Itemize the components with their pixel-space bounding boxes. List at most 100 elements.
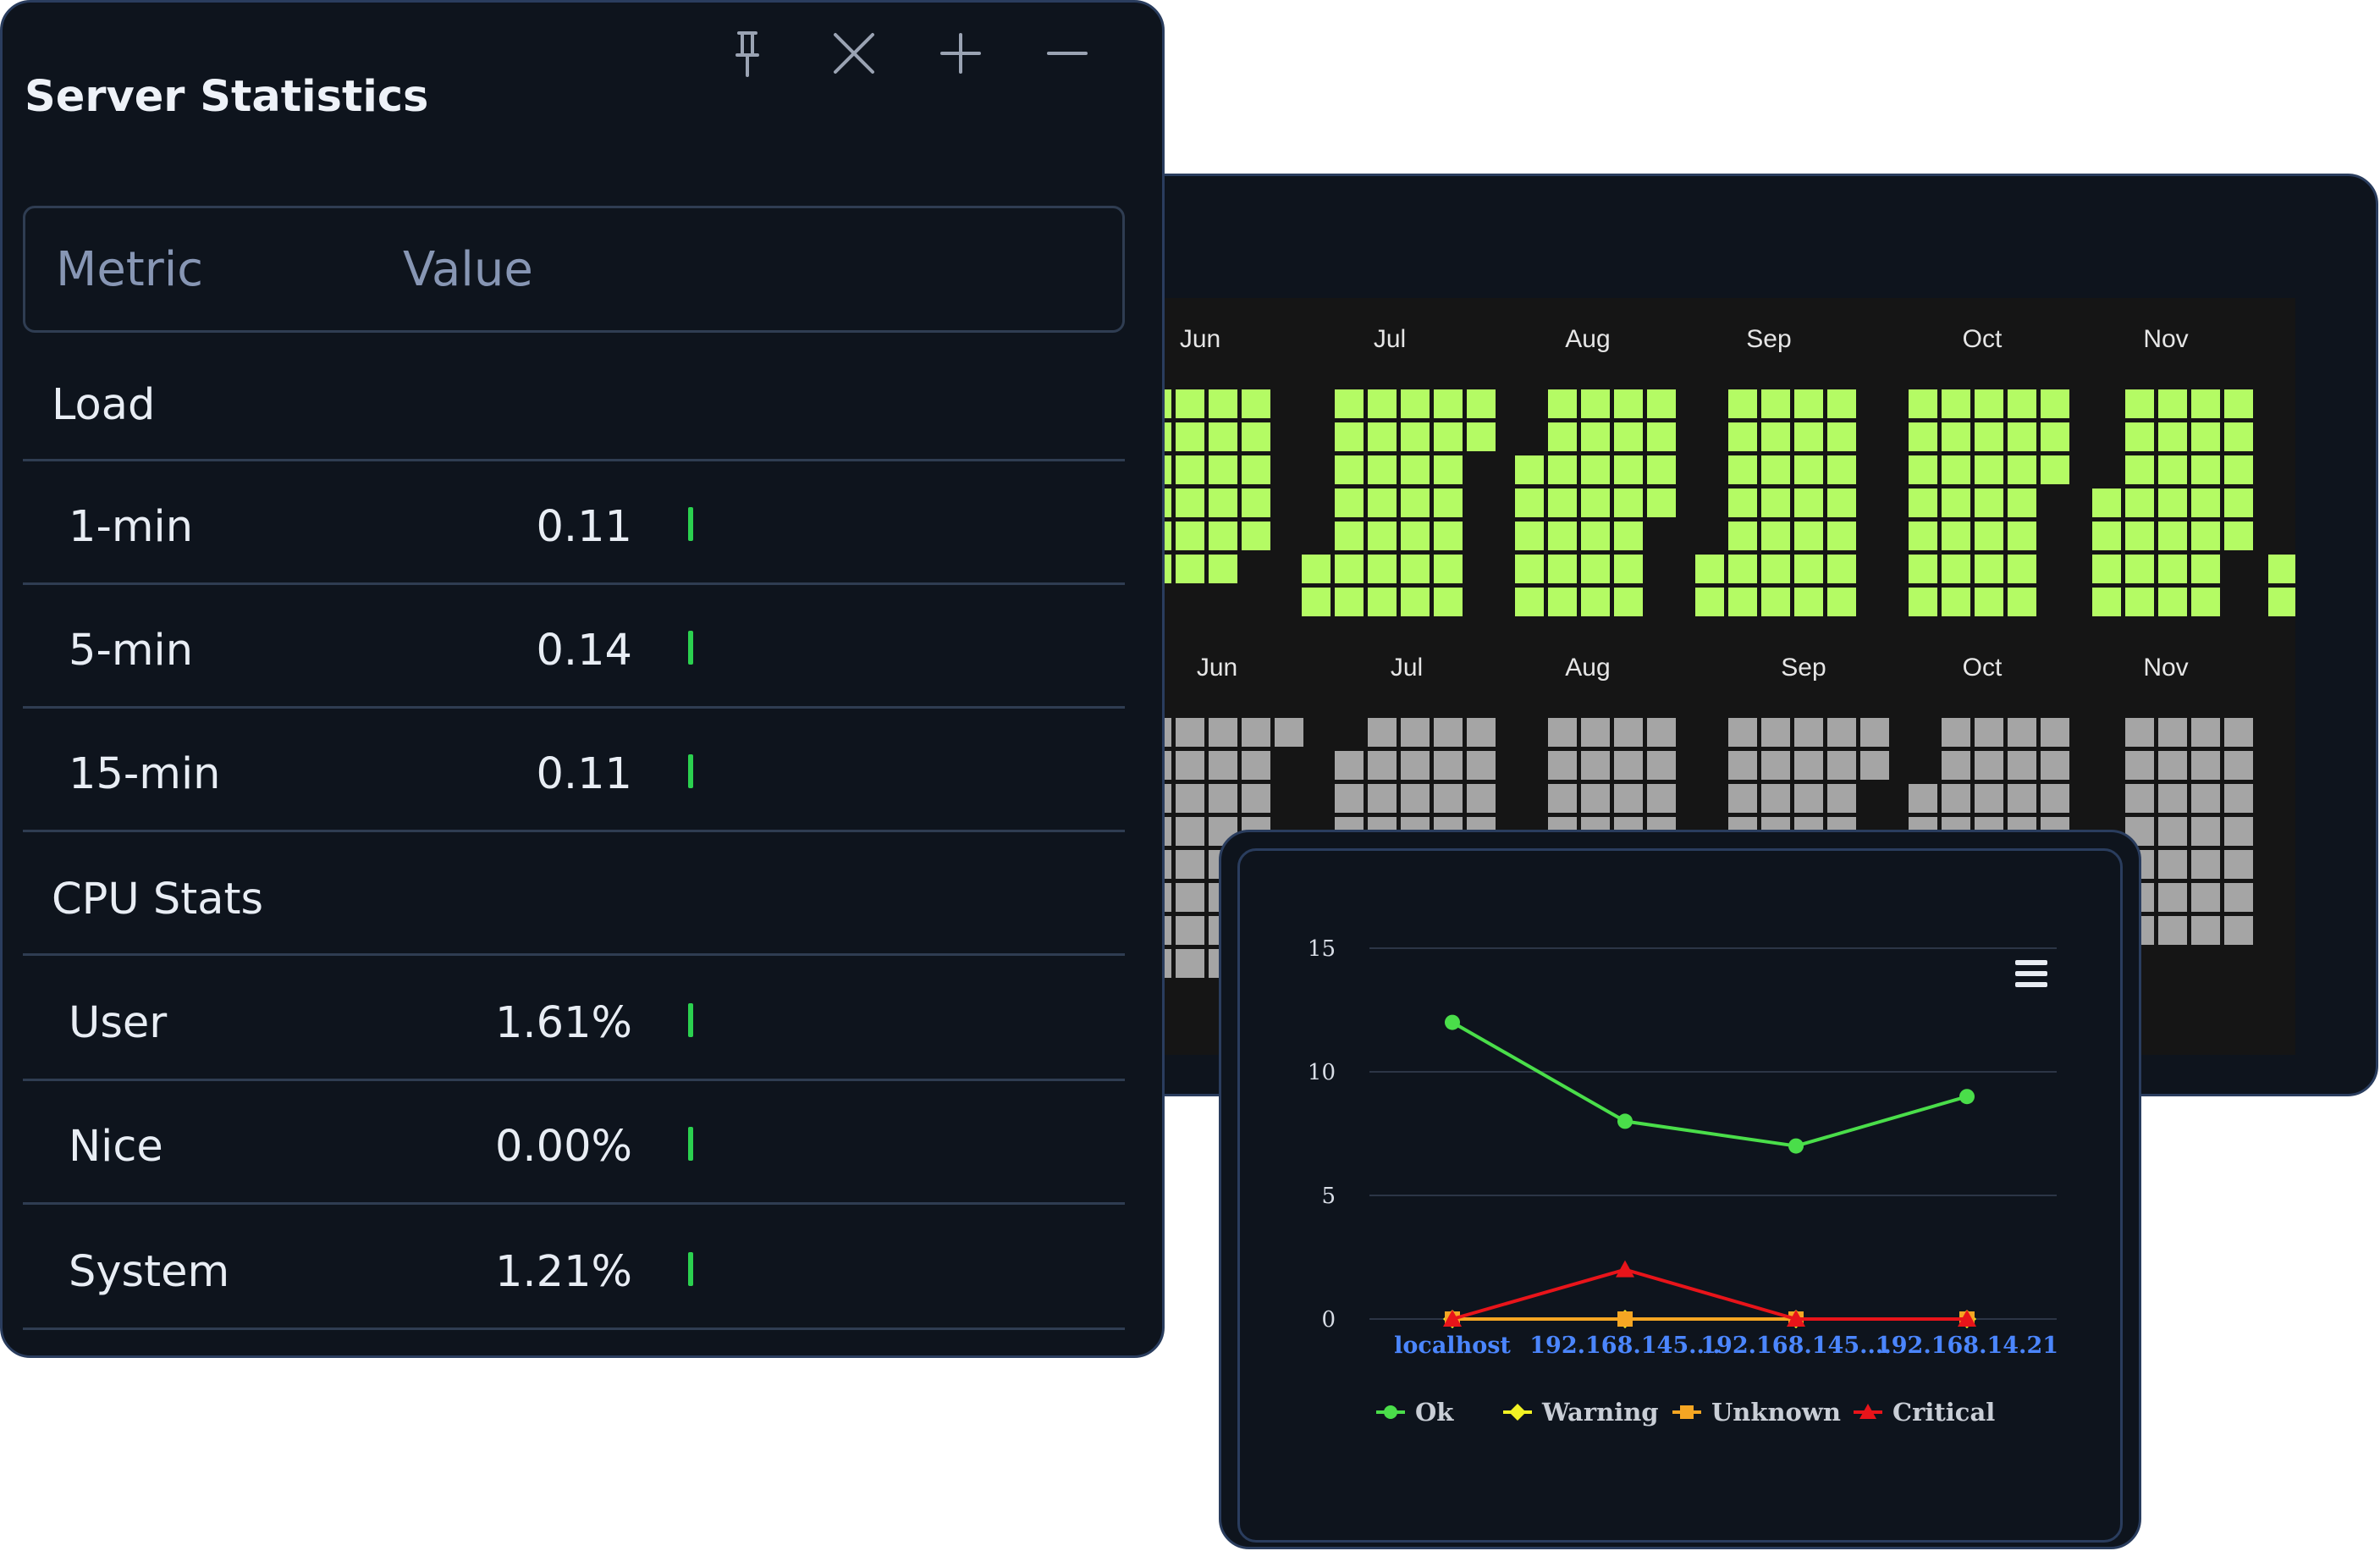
metric-name: 15-min — [69, 749, 221, 799]
heatmap-cell — [2224, 850, 2253, 879]
heatmap-cell — [1335, 488, 1364, 517]
legend-label: Warning — [1541, 1398, 1659, 1427]
heatmap-cell — [1614, 784, 1643, 813]
heatmap-cell — [1335, 422, 1364, 451]
heatmap-cell — [1176, 883, 1204, 912]
heatmap-cell — [1794, 718, 1823, 747]
heatmap-cell — [1614, 422, 1643, 451]
heatmap-cell — [1728, 555, 1757, 583]
month-label: Jun — [1180, 325, 1220, 353]
heatmap-cell — [1942, 488, 1970, 517]
heatmap-cell — [1827, 751, 1856, 780]
heatmap-cell — [1827, 455, 1856, 484]
heatmap-cell — [1827, 389, 1856, 418]
heatmap-cell — [2191, 555, 2220, 583]
month-label: Aug — [1565, 325, 1610, 353]
heatmap-cell — [1242, 389, 1270, 418]
heatmap-cell — [1401, 751, 1430, 780]
heatmap-cell — [1860, 718, 1889, 747]
month-label: Jul — [1391, 654, 1423, 682]
legend-label: Critical — [1892, 1398, 1995, 1427]
data-point — [1958, 1310, 1976, 1327]
hamburger-menu-icon[interactable] — [2015, 960, 2047, 987]
heatmap-cell — [2041, 751, 2069, 780]
heatmap-cell — [1401, 522, 1430, 550]
heatmap-cell — [1975, 488, 2003, 517]
column-header-metric[interactable]: Metric — [56, 242, 204, 297]
column-header-value[interactable]: Value — [403, 242, 533, 297]
heatmap-cell — [1581, 751, 1610, 780]
heatmap-cell — [1176, 751, 1204, 780]
heatmap-cell — [2125, 389, 2154, 418]
heatmap-cell — [2041, 389, 2069, 418]
data-point — [1616, 1260, 1634, 1278]
heatmap-cell — [1761, 588, 1790, 616]
server-statistics-panel: Server Statistics Metric Value Load 1-mi… — [0, 0, 1165, 1358]
heatmap-cell — [2008, 751, 2036, 780]
heatmap-cell — [1942, 555, 1970, 583]
heatmap-cell — [2158, 784, 2187, 813]
heatmap-cell — [2158, 555, 2187, 583]
heatmap-cell — [2224, 522, 2253, 550]
heatmap-cell — [1209, 455, 1237, 484]
heatmap-cell — [1176, 817, 1204, 846]
heatmap-cell — [1209, 522, 1237, 550]
chart-frame — [1237, 848, 2123, 1543]
pin-icon[interactable] — [720, 26, 774, 80]
legend-item-warning[interactable]: Warning — [1503, 1398, 1659, 1427]
heatmap-cell — [1434, 588, 1463, 616]
heatmap-cell — [1302, 555, 1330, 583]
heatmap-cell — [1761, 488, 1790, 517]
heatmap-cell — [1401, 488, 1430, 517]
heatmap-cell — [2224, 718, 2253, 747]
month-label: Jul — [1374, 325, 1406, 353]
heatmap-cell — [2224, 488, 2253, 517]
heatmap-cell — [1614, 588, 1643, 616]
value-bar — [688, 1127, 693, 1161]
close-icon[interactable] — [827, 26, 881, 80]
heatmap-cell — [1209, 488, 1237, 517]
heatmap-cell — [1761, 555, 1790, 583]
heatmap-cell — [2191, 784, 2220, 813]
heatmap-cell — [1614, 455, 1643, 484]
heatmap-cell — [1401, 389, 1430, 418]
heatmap-cell — [2008, 389, 2036, 418]
heatmap-cell — [2125, 784, 2154, 813]
heatmap-cell — [1761, 718, 1790, 747]
data-point — [1959, 1089, 1975, 1105]
heatmap-cell — [2158, 817, 2187, 846]
heatmap-cell — [1242, 422, 1270, 451]
heatmap-cell — [1335, 522, 1364, 550]
value-bar — [688, 1003, 693, 1037]
legend-item-unknown[interactable]: Unknown — [1672, 1398, 1841, 1427]
heatmap-cell — [1695, 555, 1724, 583]
heatmap-cell — [2158, 422, 2187, 451]
heatmap-cell — [1548, 588, 1577, 616]
heatmap-cell — [1548, 555, 1577, 583]
heatmap-cell — [2191, 916, 2220, 945]
legend-item-critical[interactable]: Critical — [1854, 1398, 1995, 1427]
minus-icon[interactable] — [1040, 26, 1094, 80]
x-tick-label: localhost — [1394, 1333, 1511, 1359]
table-row: 15-min 0.11 — [23, 710, 1125, 832]
heatmap-cell — [1909, 455, 1937, 484]
heatmap-cell — [1176, 488, 1204, 517]
heatmap-cell — [1515, 555, 1544, 583]
heatmap-cell — [1434, 389, 1463, 418]
heatmap-cell — [2191, 455, 2220, 484]
y-tick-label: 15 — [1308, 936, 1336, 962]
group-row-load: Load — [23, 339, 1125, 461]
heatmap-cell — [1434, 784, 1463, 813]
heatmap-cell — [1794, 784, 1823, 813]
heatmap-cell — [2224, 817, 2253, 846]
heatmap-cell — [1794, 555, 1823, 583]
heatmap-cell — [1335, 455, 1364, 484]
series-ok — [1445, 1014, 1975, 1154]
legend-marker — [1859, 1404, 1876, 1419]
heatmap-cell — [1302, 588, 1330, 616]
x-tick-label: 192.168.145.... — [1700, 1333, 1891, 1359]
heatmap-cell — [1975, 455, 2003, 484]
data-point — [1788, 1138, 1804, 1154]
plus-icon[interactable] — [934, 26, 988, 80]
legend-item-ok[interactable]: Ok — [1376, 1398, 1454, 1427]
